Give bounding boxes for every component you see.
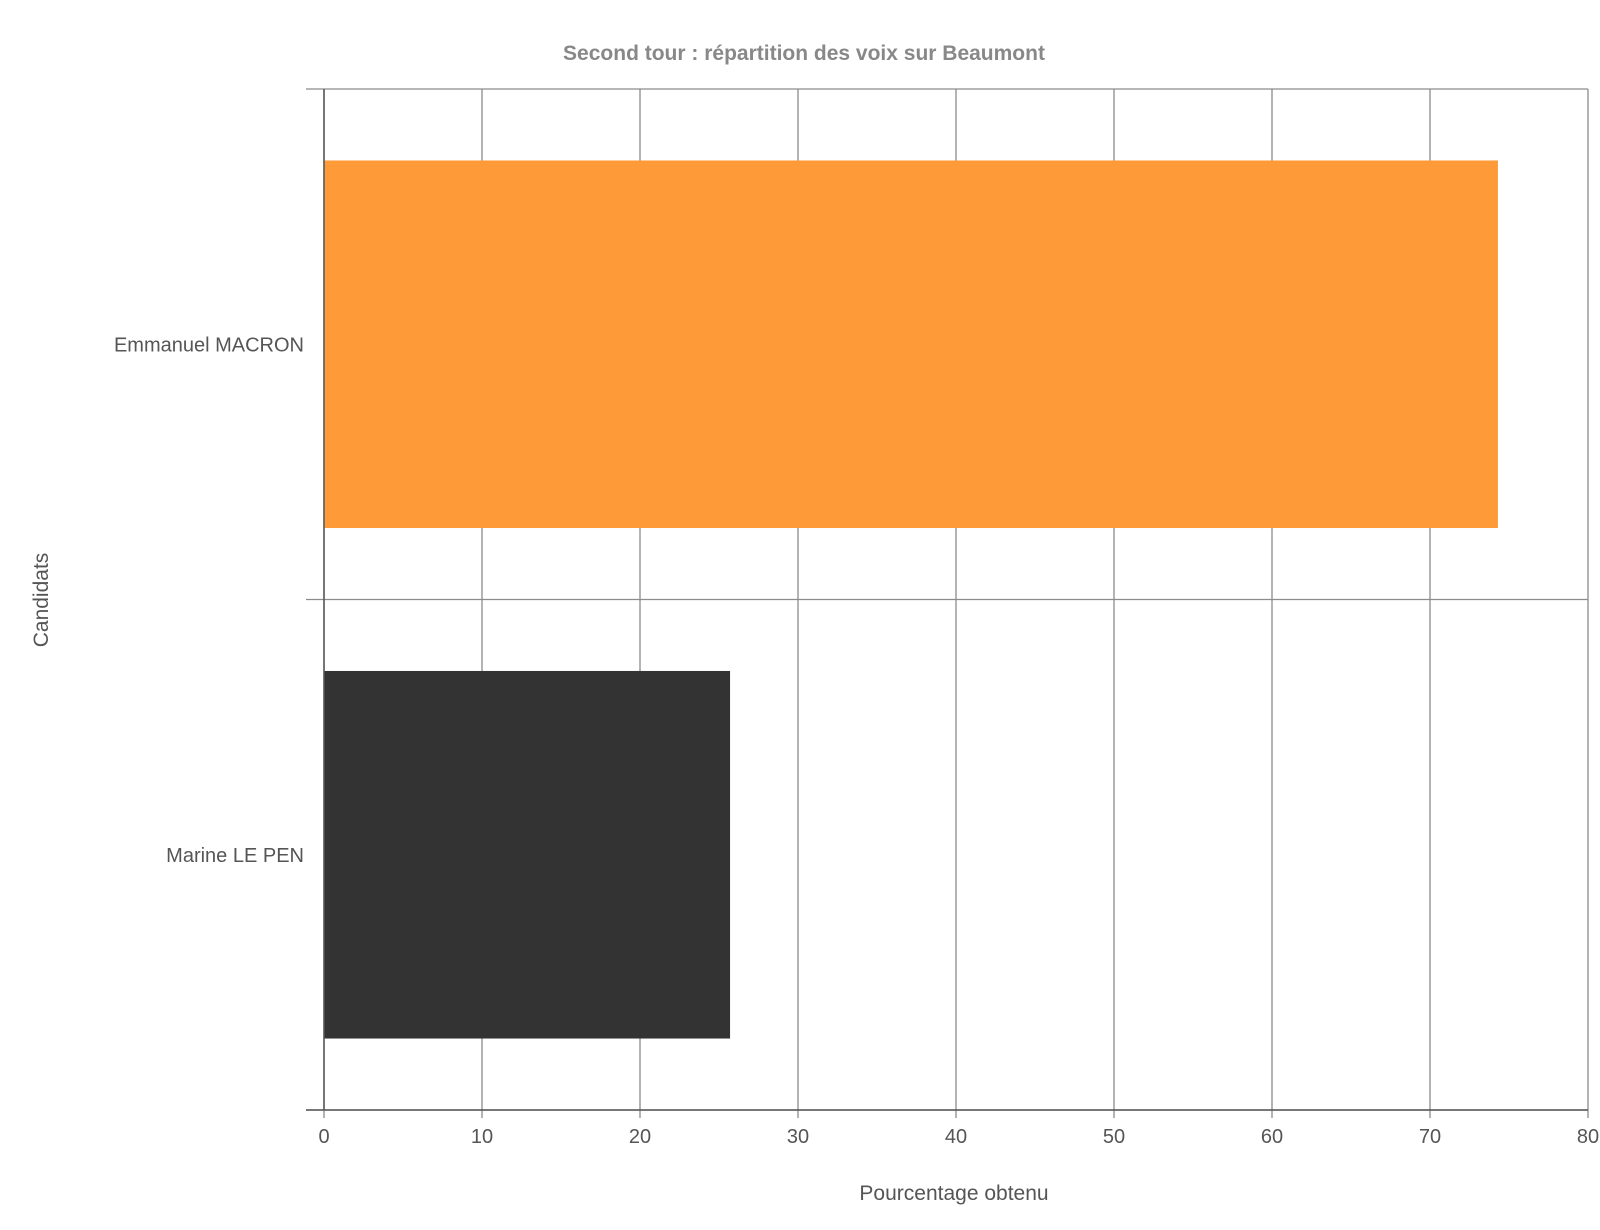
- x-tick-label: 20: [629, 1126, 651, 1148]
- x-tick-label: 60: [1261, 1126, 1283, 1148]
- category-label: Emmanuel MACRON: [114, 334, 304, 356]
- bar[interactable]: [324, 160, 1498, 529]
- axes: [306, 89, 1588, 1111]
- category-label: Marine LE PEN: [166, 845, 304, 867]
- bar[interactable]: [324, 670, 731, 1039]
- y-axis-title: Candidats: [30, 553, 53, 648]
- bars: [324, 160, 1498, 1039]
- x-tick-label: 0: [318, 1126, 329, 1148]
- labels: 0 10 20 30 40 50 60 70 80 Emmanuel MACRON Marine L…: [114, 334, 1599, 1148]
- chart-title: Second tour : répartition des voix sur B…: [563, 42, 1045, 65]
- x-tick-label: 80: [1577, 1126, 1599, 1148]
- x-axis-title: Pourcentage obtenu: [859, 1182, 1048, 1205]
- x-tick-label: 40: [945, 1126, 967, 1148]
- x-tick-label: 30: [787, 1126, 809, 1148]
- x-tick-label: 10: [471, 1126, 493, 1148]
- x-tick-label: 70: [1419, 1126, 1441, 1148]
- x-tick-label: 50: [1103, 1126, 1125, 1148]
